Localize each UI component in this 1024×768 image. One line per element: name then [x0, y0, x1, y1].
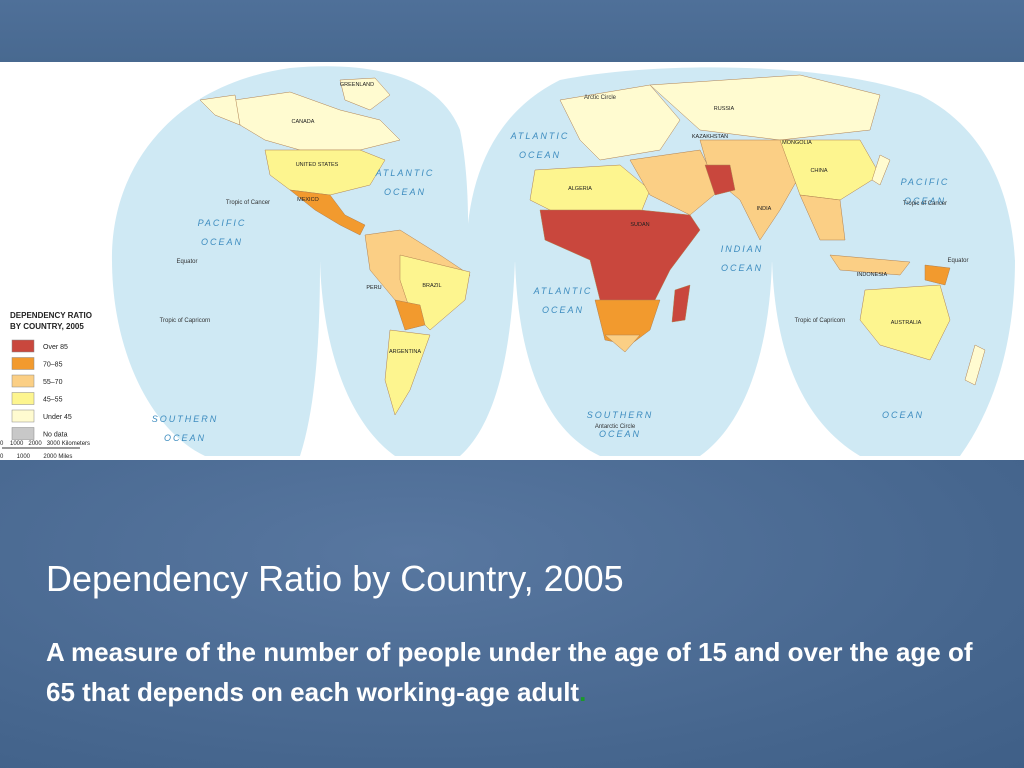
country-label: MONGOLIA	[782, 140, 812, 146]
country-label: ALGERIA	[568, 186, 592, 192]
ocean-label: PACIFIC	[901, 177, 950, 187]
latitude-label: Equator	[176, 259, 197, 265]
country-region	[199, 94, 241, 126]
legend-label: 55–70	[43, 379, 63, 386]
legend-label: 70–85	[43, 362, 63, 369]
legend-swatch	[11, 392, 35, 405]
legend-swatch	[11, 339, 35, 353]
country-region	[339, 77, 391, 111]
country-region	[704, 164, 736, 196]
country-label: KAZAKHSTAN	[692, 134, 728, 140]
ocean-label: OCEAN	[882, 410, 924, 420]
country-label: MEXICO	[297, 197, 319, 203]
country-label: INDIA	[757, 206, 772, 212]
country-region	[384, 329, 431, 416]
country-region	[829, 254, 911, 276]
latitude-label: Equator	[947, 258, 968, 264]
country-region	[671, 284, 691, 323]
scale-km: 0 1000 2000 3000 Kilometers	[0, 441, 90, 447]
regions	[199, 74, 986, 416]
legend-swatch	[11, 409, 35, 423]
country-region	[649, 74, 881, 141]
ocean-label: OCEAN	[519, 150, 561, 160]
ocean-label: OCEAN	[201, 237, 243, 247]
country-label: CANADA	[292, 119, 315, 125]
latitude-label: Tropic of Capricorn	[160, 318, 211, 324]
country-label: BRAZIL	[422, 283, 441, 289]
country-region	[604, 334, 641, 353]
ocean-label: SOUTHERN	[152, 414, 219, 424]
legend-label: No data	[43, 432, 68, 439]
ocean-label: OCEAN	[542, 305, 584, 315]
map-labels: ATLANTIC OCEAN PACIFIC OCEAN ATLANTIC OCEAN AT…	[152, 82, 969, 443]
country-region	[594, 299, 661, 346]
latitude-label: Antarctic Circle	[595, 424, 636, 430]
legend-label: Over 85	[43, 344, 68, 351]
country-region	[871, 154, 891, 186]
scale-miles: 0 1000 2000 Miles	[0, 454, 72, 460]
country-region	[779, 139, 881, 201]
slide-subtitle: A measure of the number of people under …	[46, 632, 996, 712]
ocean-label: OCEAN	[384, 187, 426, 197]
country-region	[924, 264, 951, 286]
ocean-label: PACIFIC	[198, 218, 247, 228]
legend-label: 45–55	[43, 397, 63, 404]
legend-title: BY COUNTRY, 2005	[10, 322, 84, 331]
ocean-label: OCEAN	[164, 433, 206, 443]
ocean-label: SOUTHERN	[587, 410, 654, 420]
legend-swatch	[11, 427, 35, 440]
legend-swatch	[11, 357, 35, 370]
country-label: CHINA	[810, 168, 827, 174]
subtitle-text: A measure of the number of people under …	[46, 637, 973, 707]
country-label: UNITED STATES	[296, 162, 339, 168]
country-region	[264, 149, 386, 196]
ocean-label: OCEAN	[721, 263, 763, 273]
map: ATLANTIC OCEAN PACIFIC OCEAN ATLANTIC OCEAN AT…	[0, 66, 1015, 460]
country-label: RUSSIA	[714, 106, 735, 112]
ocean-label: ATLANTIC	[375, 168, 435, 178]
country-label: PERU	[366, 285, 381, 291]
country-region	[859, 284, 951, 361]
country-region	[234, 91, 401, 151]
legend-swatch	[11, 374, 35, 388]
country-region	[629, 149, 721, 216]
ocean-label: OCEAN	[904, 196, 946, 206]
legend-title: DEPENDENCY RATIO	[10, 311, 92, 320]
ocean-label: ATLANTIC	[510, 131, 570, 141]
slide-title: Dependency Ratio by Country, 2005	[46, 558, 624, 599]
bottom-panel	[0, 460, 1024, 768]
latitude-label: Tropic of Cancer	[226, 200, 270, 206]
latitude-label: Arctic Circle	[584, 95, 617, 101]
latitude-label: Tropic of Capricorn	[795, 318, 846, 324]
country-region	[394, 299, 426, 331]
map-area: ATLANTIC OCEAN PACIFIC OCEAN ATLANTIC OCEAN AT…	[0, 62, 1024, 460]
country-label: AUSTRALIA	[891, 320, 922, 326]
country-region	[289, 189, 366, 236]
legend-label: Under 45	[43, 414, 72, 421]
ocean-label: ATLANTIC	[533, 286, 593, 296]
ocean-label: OCEAN	[599, 429, 641, 439]
latitude-label: Tropic of Cancer	[903, 201, 947, 207]
country-region	[964, 344, 986, 386]
country-label: ARGENTINA	[389, 349, 421, 355]
country-label: SUDAN	[630, 222, 649, 228]
country-label: INDONESIA	[857, 272, 888, 278]
country-region	[799, 194, 846, 241]
subtitle-end: .	[579, 677, 587, 707]
top-banner	[0, 0, 1024, 62]
legend: Over 85 70–85 55–70 45–55 Under 45 No data	[11, 339, 72, 440]
ocean-label: INDIAN	[721, 244, 764, 254]
country-label: GREENLAND	[340, 82, 374, 88]
